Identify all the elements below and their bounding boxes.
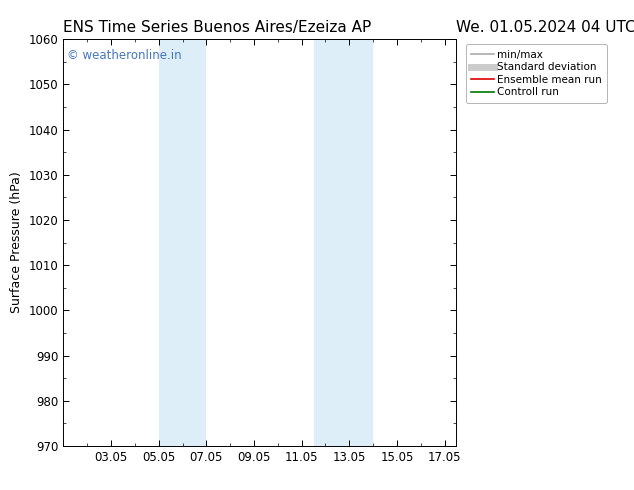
Text: © weatheronline.in: © weatheronline.in	[67, 49, 182, 62]
Bar	[158, 39, 206, 446]
Y-axis label: Surface Pressure (hPa): Surface Pressure (hPa)	[10, 172, 23, 314]
Text: We. 01.05.2024 04 UTC: We. 01.05.2024 04 UTC	[456, 20, 634, 35]
Legend: min/max, Standard deviation, Ensemble mean run, Controll run: min/max, Standard deviation, Ensemble me…	[465, 45, 607, 102]
Text: ENS Time Series Buenos Aires/Ezeiza AP: ENS Time Series Buenos Aires/Ezeiza AP	[63, 20, 372, 35]
Bar	[314, 39, 373, 446]
